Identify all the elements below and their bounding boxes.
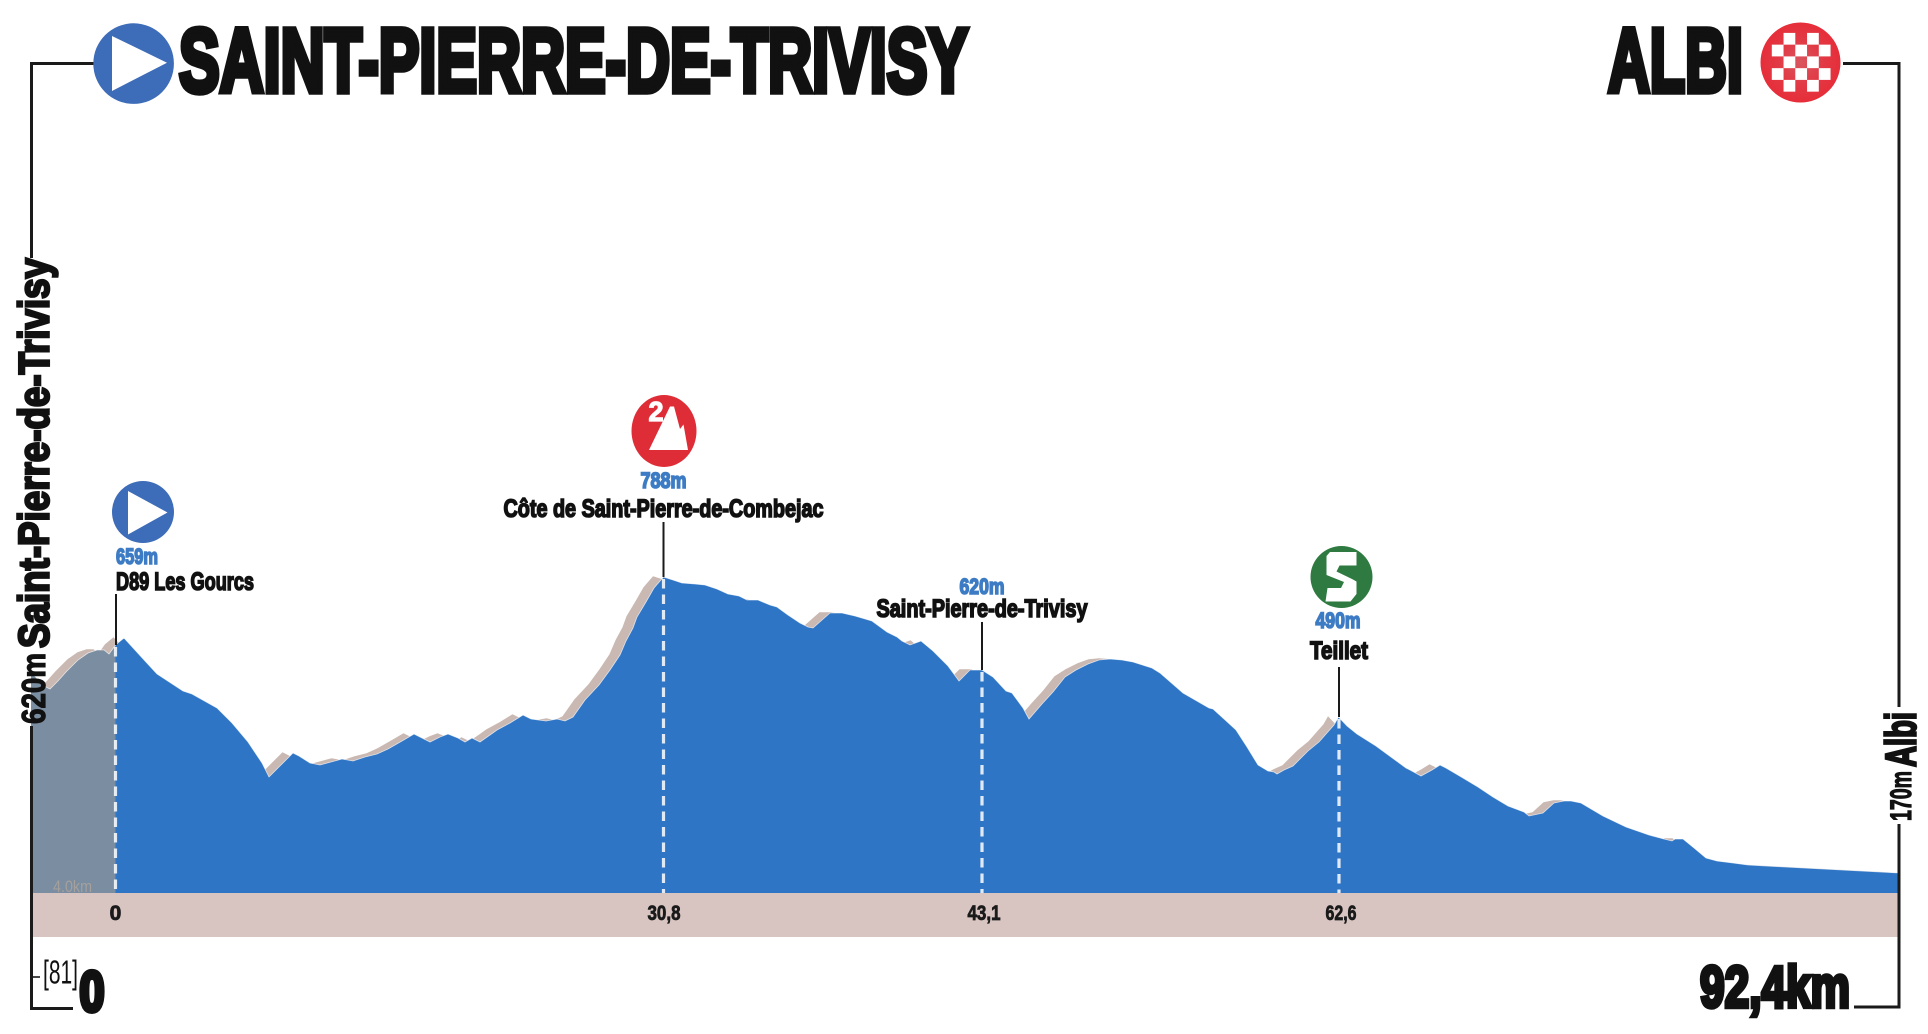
svg-text:0: 0: [80, 960, 105, 1024]
svg-text:[81]: [81]: [43, 954, 78, 991]
svg-text:170m: 170m: [1885, 771, 1918, 821]
svg-text:Saint-Pierre-de-Trivisy: Saint-Pierre-de-Trivisy: [877, 595, 1088, 623]
svg-text:2: 2: [649, 396, 664, 427]
svg-text:620m: 620m: [960, 574, 1005, 599]
svg-text:SAINT-PIERRE-DE-TRIVISY: SAINT-PIERRE-DE-TRIVISY: [179, 12, 968, 112]
svg-text:0: 0: [110, 902, 122, 925]
svg-text:30,8: 30,8: [648, 902, 681, 925]
svg-text:659m: 659m: [116, 544, 158, 569]
svg-text:43,1: 43,1: [968, 902, 1001, 925]
svg-text:ALBI: ALBI: [1608, 12, 1743, 112]
svg-text:92,4km: 92,4km: [1700, 955, 1850, 1020]
svg-text:620m: 620m: [15, 653, 52, 724]
svg-text:4.0km: 4.0km: [53, 877, 92, 896]
svg-text:Côte de Saint-Pierre-de-Combej: Côte de Saint-Pierre-de-Combejac: [504, 495, 824, 523]
svg-text:490m: 490m: [1316, 608, 1361, 633]
svg-text:D89 Les Gourcs: D89 Les Gourcs: [116, 568, 254, 596]
svg-text:788m: 788m: [641, 468, 687, 493]
svg-text:Teillet: Teillet: [1310, 637, 1369, 665]
svg-text:Saint-Pierre-de-Trivisy: Saint-Pierre-de-Trivisy: [11, 258, 59, 648]
svg-text:Albi: Albi: [1878, 712, 1926, 767]
svg-text:62,6: 62,6: [1326, 902, 1357, 925]
